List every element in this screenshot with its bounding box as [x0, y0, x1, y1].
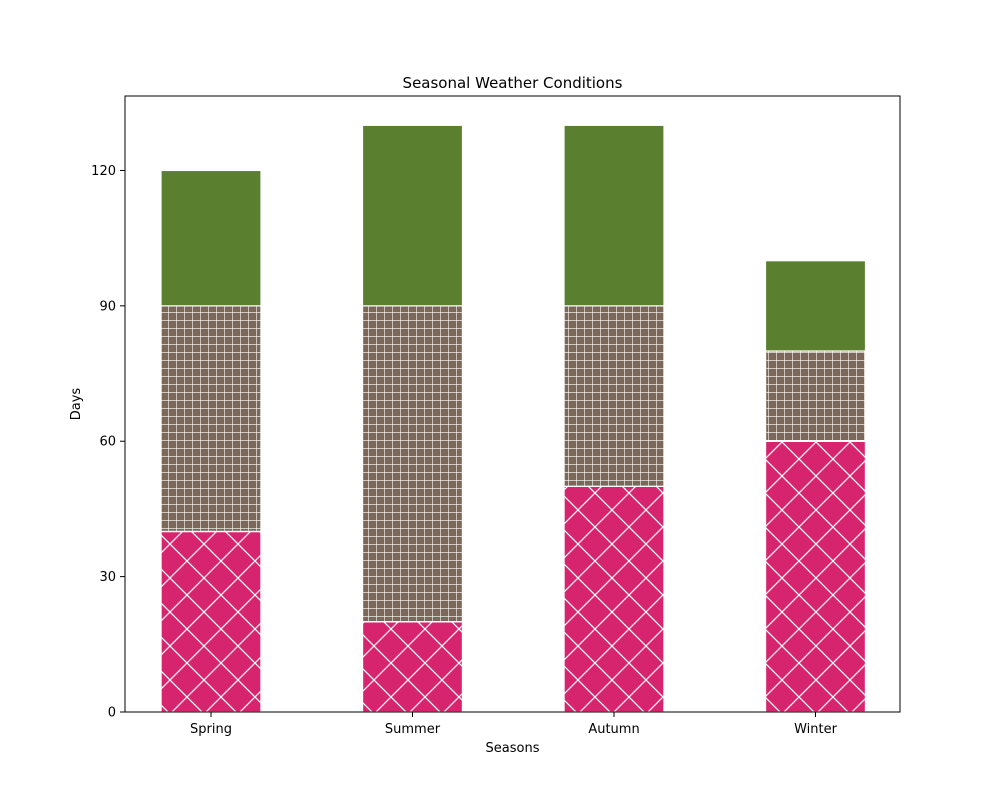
series-1 [160, 440, 867, 713]
y-axis-label: Days [69, 388, 84, 421]
bar-pattern-spring-series-2 [160, 305, 262, 533]
x-tick-label: Spring [190, 722, 232, 737]
series-2 [160, 305, 867, 623]
bar-pattern-autumn-series-2 [563, 305, 665, 487]
x-tick-label: Winter [794, 722, 838, 737]
bar-pattern-spring-series-1 [160, 530, 262, 713]
bar-pattern-summer-series-1 [361, 621, 464, 713]
bar-spring-series-3 [160, 169, 262, 307]
bar-pattern-winter-series-2 [764, 350, 867, 442]
y-tick-label: 30 [99, 570, 116, 585]
y-tick-label: 0 [108, 706, 116, 721]
plot-frame [124, 95, 901, 713]
chart-title: Seasonal Weather Conditions [403, 74, 623, 92]
x-axis-label: Seasons [486, 741, 540, 756]
y-tick-label: 90 [99, 299, 116, 314]
bars-layer [160, 124, 867, 713]
bar-pattern-winter-series-1 [764, 440, 867, 713]
x-tick-label: Autumn [588, 722, 639, 737]
bar-winter-series-3 [764, 260, 867, 352]
x-tick-label: Summer [385, 722, 441, 737]
x-axis: Spring Summer Autumn Winter [190, 712, 838, 737]
y-tick-label: 120 [91, 164, 116, 179]
y-axis: 0 30 60 90 120 [91, 164, 125, 721]
series-3 [160, 124, 867, 352]
y-tick-label: 60 [99, 435, 116, 450]
bar-autumn-series-3 [563, 124, 665, 307]
bar-summer-series-3 [361, 124, 464, 307]
bar-pattern-summer-series-2 [361, 305, 464, 623]
bar-pattern-autumn-series-1 [563, 485, 665, 713]
